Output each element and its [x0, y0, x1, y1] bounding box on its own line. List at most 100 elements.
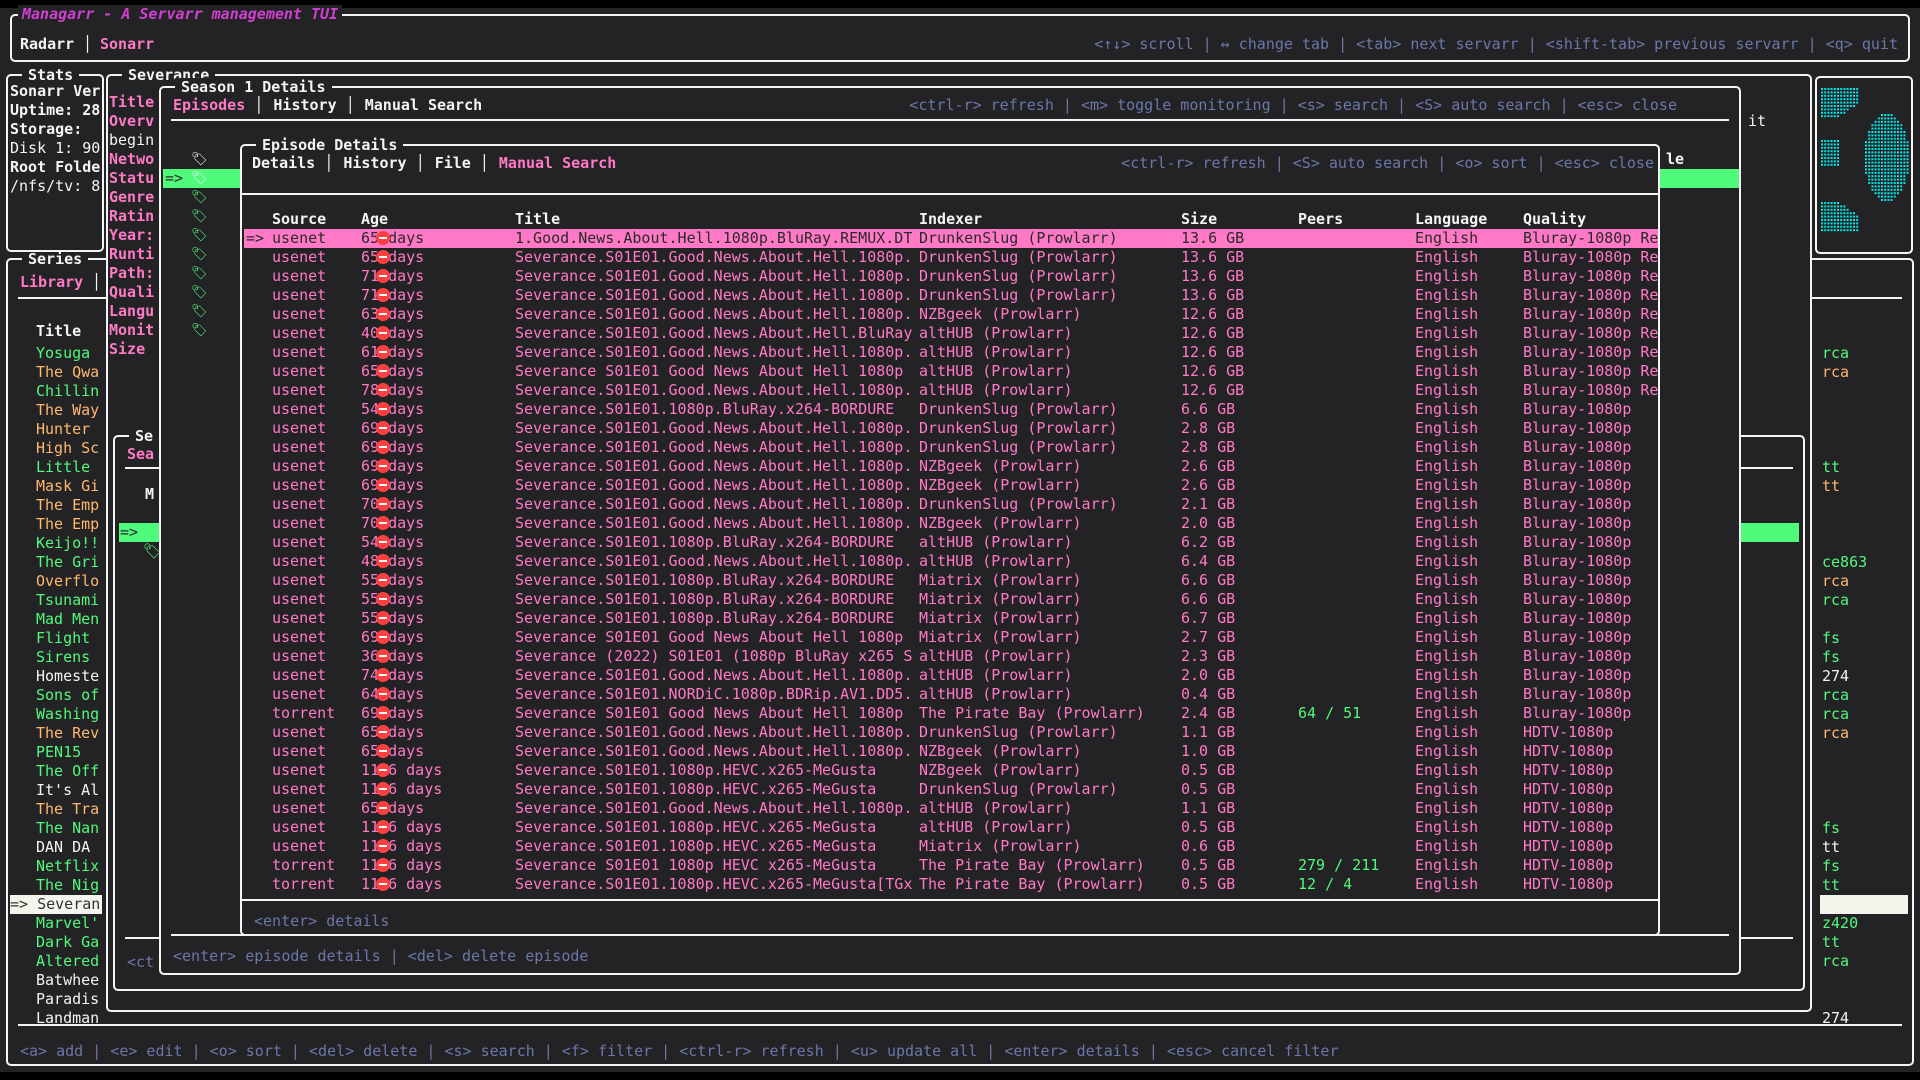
release-row[interactable]: usenet 65 days Severance.S01E01.Good.News.… — [244, 248, 1658, 267]
series-item[interactable]: Hunter — [36, 420, 91, 438]
logo-dot — [1890, 124, 1893, 127]
series-item[interactable]: The Emp — [36, 496, 100, 514]
release-row[interactable]: usenet 61 days Severance.S01E01.Good.News.… — [244, 343, 1658, 362]
release-cell: 74 days — [361, 666, 425, 684]
tab-manual-search[interactable]: Manual Search — [364, 96, 483, 114]
release-row[interactable]: usenet 78 days Severance.S01E01.Good.News.… — [244, 381, 1658, 400]
series-item[interactable]: Yosuga — [36, 344, 91, 362]
release-row[interactable]: usenet 70 days Severance.S01E01.Good.News.… — [244, 495, 1658, 514]
column-header-size[interactable]: Size — [1181, 210, 1218, 228]
release-row[interactable]: usenet 54 days Severance.S01E01.1080p.BluR… — [244, 400, 1658, 419]
series-item[interactable]: The Off — [36, 762, 100, 780]
series-item[interactable]: The Nig — [36, 876, 100, 894]
series-item[interactable]: Homeste — [36, 667, 100, 685]
column-header-quality[interactable]: Quality — [1523, 210, 1587, 228]
release-row[interactable]: usenet 69 days Severance S01E01 Good News … — [244, 628, 1658, 647]
tab-seasons[interactable]: Sea — [127, 445, 155, 463]
series-item[interactable]: It's Al — [36, 781, 100, 799]
series-item[interactable]: Mad Men — [36, 610, 100, 628]
series-item[interactable]: Batwhee — [36, 971, 100, 989]
series-item[interactable]: => Severan — [10, 895, 101, 913]
release-row[interactable]: torrent 1116 days Severance S01E01 1080p H… — [244, 856, 1658, 875]
series-item[interactable]: Landman — [36, 1009, 100, 1027]
release-row[interactable]: usenet 36 days Severance (2022) S01E01 (10… — [244, 647, 1658, 666]
release-row[interactable]: usenet 71 days Severance.S01E01.Good.News.… — [244, 267, 1658, 286]
release-row[interactable]: usenet 55 days Severance.S01E01.1080p.BluR… — [244, 571, 1658, 590]
release-row[interactable]: usenet 48 days Severance.S01E01.Good.News.… — [244, 552, 1658, 571]
release-row[interactable]: usenet 65 days Severance S01E01 Good News … — [244, 362, 1658, 381]
series-item[interactable]: Marvel' — [36, 914, 100, 932]
series-item[interactable]: The Rev — [36, 724, 100, 742]
selected-series-row-tail[interactable] — [1820, 895, 1908, 914]
series-item[interactable]: Little — [36, 458, 91, 476]
column-header-indexer[interactable]: Indexer — [919, 210, 983, 228]
tab-radarr[interactable]: Radarr — [20, 35, 75, 53]
release-row[interactable]: usenet 65 days Severance.S01E01.Good.News.… — [244, 799, 1658, 818]
series-item[interactable]: Dark Ga — [36, 933, 100, 951]
series-item[interactable]: Washing — [36, 705, 100, 723]
release-cell: Severance (2022) S01E01 (1080p BluRay x2… — [515, 647, 913, 665]
release-row[interactable]: torrent 1116 days Severance.S01E01.1080p.H… — [244, 875, 1658, 894]
column-header-title[interactable]: Title — [515, 210, 561, 228]
logo-dot — [1874, 131, 1877, 133]
tab-sonarr[interactable]: Sonarr — [100, 35, 155, 53]
series-item[interactable]: Netflix — [36, 857, 100, 875]
series-item[interactable]: Chillin — [36, 382, 100, 400]
column-header-source[interactable]: Source — [272, 210, 327, 228]
release-row[interactable]: usenet 69 days Severance.S01E01.Good.News.… — [244, 438, 1658, 457]
column-header-peers[interactable]: Peers — [1298, 210, 1344, 228]
column-header-age[interactable]: Age — [361, 210, 389, 228]
tab-history[interactable]: History — [273, 96, 337, 114]
tab-manual-search[interactable]: Manual Search — [498, 154, 617, 172]
series-item[interactable]: The Tra — [36, 800, 100, 818]
release-row[interactable]: usenet 1116 days Severance.S01E01.1080p.HE… — [244, 837, 1658, 856]
series-item[interactable]: Flight — [36, 629, 91, 647]
series-item[interactable]: The Qwa — [36, 363, 100, 381]
tab-episodes[interactable]: Episodes — [173, 96, 246, 114]
series-item[interactable]: Sons of — [36, 686, 100, 704]
release-row[interactable]: usenet 65 days Severance.S01E01.Good.News.… — [244, 742, 1658, 761]
series-item[interactable]: Overflo — [36, 572, 100, 590]
series-item[interactable]: High Sc — [36, 439, 100, 457]
release-cell: usenet — [272, 552, 327, 570]
release-row[interactable]: torrent 69 days Severance S01E01 Good News… — [244, 704, 1658, 723]
column-header-language[interactable]: Language — [1415, 210, 1488, 228]
series-item[interactable]: The Gri — [36, 553, 100, 571]
release-row[interactable]: usenet 64 days Severance.S01E01.NORDiC.108… — [244, 685, 1658, 704]
release-cell: usenet — [272, 818, 327, 836]
tab-history[interactable]: History — [343, 154, 407, 172]
release-row[interactable]: usenet 63 days Severance.S01E01.Good.News.… — [244, 305, 1658, 324]
release-row[interactable]: usenet 70 days Severance.S01E01.Good.News.… — [244, 514, 1658, 533]
series-item[interactable]: Tsunami — [36, 591, 100, 609]
release-row[interactable]: usenet 65 days Severance.S01E01.Good.News.… — [244, 723, 1658, 742]
series-item[interactable]: Mask Gi — [36, 477, 100, 495]
series-item[interactable]: DAN DA — [36, 838, 91, 856]
series-item[interactable]: The Way — [36, 401, 100, 419]
release-row[interactable]: usenet 1116 days Severance.S01E01.1080p.HE… — [244, 818, 1658, 837]
series-item[interactable]: The Nan — [36, 819, 100, 837]
series-item[interactable]: The Emp — [36, 515, 100, 533]
logo-dot — [1824, 111, 1827, 114]
tab-details[interactable]: Details — [252, 154, 316, 172]
episode-help: <ctrl-r> refresh | <S> auto search | <o>… — [1121, 154, 1654, 172]
series-item[interactable]: Paradis — [36, 990, 100, 1008]
release-row[interactable]: usenet 69 days Severance.S01E01.Good.News.… — [244, 419, 1658, 438]
series-item[interactable]: PEN15 — [36, 743, 82, 761]
release-row[interactable]: usenet 74 days Severance.S01E01.Good.News.… — [244, 666, 1658, 685]
release-row[interactable]: usenet 1116 days Severance.S01E01.1080p.HE… — [244, 761, 1658, 780]
selected-series-row[interactable] — [10, 895, 102, 914]
release-row[interactable]: usenet 54 days Severance.S01E01.1080p.BluR… — [244, 533, 1658, 552]
series-item[interactable]: Keijo!! — [36, 534, 100, 552]
release-row[interactable]: usenet 55 days Severance.S01E01.1080p.BluR… — [244, 590, 1658, 609]
release-row[interactable]: usenet 71 days Severance.S01E01.Good.News.… — [244, 286, 1658, 305]
release-row[interactable]: usenet 1116 days Severance.S01E01.1080p.HE… — [244, 780, 1658, 799]
series-item[interactable]: Altered — [36, 952, 100, 970]
release-row[interactable]: usenet 55 days Severance.S01E01.1080p.BluR… — [244, 609, 1658, 628]
tab-library[interactable]: Library — [20, 273, 84, 291]
release-row[interactable]: usenet 69 days Severance.S01E01.Good.News.… — [244, 457, 1658, 476]
series-item[interactable]: Sirens — [36, 648, 91, 666]
release-row[interactable]: usenet 69 days Severance.S01E01.Good.News.… — [244, 476, 1658, 495]
tab-file[interactable]: File — [434, 154, 471, 172]
release-row[interactable]: usenet 40 days Severance.S01E01.Good.News.… — [244, 324, 1658, 343]
release-row[interactable]: => usenet 65 days 1.Good.News.About.Hell.10… — [244, 229, 1658, 248]
